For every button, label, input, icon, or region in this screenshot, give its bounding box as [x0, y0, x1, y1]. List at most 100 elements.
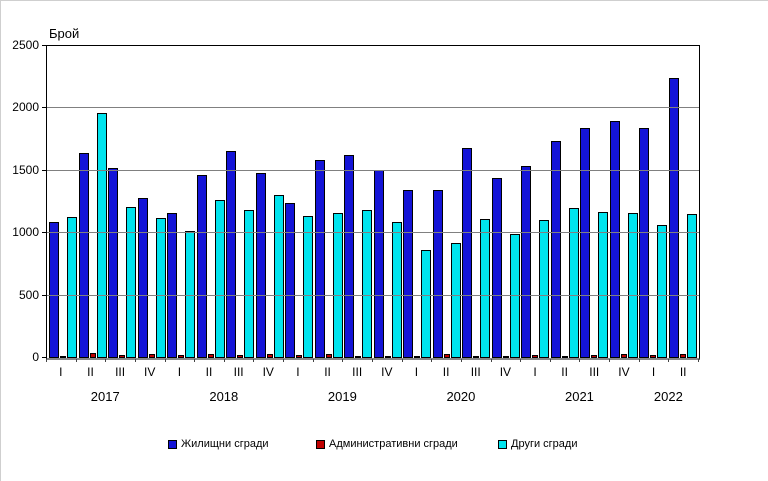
bar-other	[362, 210, 373, 358]
y-axis-tick-mark	[42, 294, 46, 296]
bar-administrative	[473, 355, 480, 358]
x-axis-tick-mark	[342, 359, 344, 362]
x-axis-quarter-label: II	[442, 365, 450, 379]
bar-administrative	[532, 354, 539, 358]
x-axis-tick-mark	[490, 359, 492, 362]
x-axis-tick-mark	[668, 359, 670, 362]
y-axis-tick-label: 0	[32, 350, 39, 364]
bar-group	[226, 46, 255, 358]
x-axis-tick-mark	[609, 359, 611, 362]
legend-item-residential: Жилищни сгради	[168, 438, 269, 450]
x-axis-tick-mark	[638, 359, 640, 362]
x-axis-quarter-label: IV	[262, 365, 274, 379]
bar-other	[598, 211, 609, 358]
legend-swatch-residential	[168, 439, 177, 449]
bar-other	[244, 209, 255, 358]
bar-residential	[314, 160, 325, 358]
bar-residential	[137, 197, 148, 358]
bar-other	[509, 233, 520, 358]
x-axis-year-label: 2021	[564, 389, 594, 404]
bar-residential	[373, 169, 384, 358]
bar-group	[639, 46, 668, 358]
bar-administrative	[591, 354, 598, 358]
bar-residential	[196, 174, 207, 358]
x-axis-tick-mark	[75, 359, 77, 362]
x-axis-quarter-label: I	[533, 365, 537, 379]
bar-administrative	[414, 355, 421, 358]
bar-group	[432, 46, 461, 358]
bar-group	[314, 46, 343, 358]
bar-residential	[255, 173, 266, 358]
bar-group	[167, 46, 196, 358]
x-axis-quarter-label: III	[352, 365, 363, 379]
bar-residential	[403, 190, 414, 358]
x-axis-quarter-label: II	[205, 365, 213, 379]
bar-administrative	[237, 354, 244, 358]
bar-residential	[521, 165, 532, 358]
bar-residential	[491, 178, 502, 358]
x-axis-quarter-label: II	[324, 365, 331, 379]
x-axis-tick-mark	[194, 359, 196, 362]
bar-administrative	[60, 355, 66, 358]
x-axis-tick-mark	[46, 359, 47, 362]
bar-group	[196, 46, 225, 358]
x-axis-tick-mark	[134, 359, 136, 362]
y-axis-title: Брой	[49, 26, 80, 41]
bar-residential	[668, 78, 679, 358]
x-axis-quarter-label: III	[115, 365, 126, 379]
bar-administrative	[266, 354, 273, 358]
x-axis-quarter-label: IV	[144, 365, 156, 379]
bar-other	[539, 220, 550, 358]
x-axis-quarter-label: I	[177, 365, 182, 379]
x-axis-quarter-label: I	[651, 365, 656, 379]
bar-residential	[609, 120, 620, 358]
bar-group	[373, 46, 402, 358]
legend-item-administrative: Административни сгради	[316, 438, 458, 450]
bar-residential	[550, 141, 561, 358]
bar-group	[550, 46, 579, 358]
gridline	[47, 169, 699, 171]
x-axis-tick-mark	[223, 359, 225, 362]
bar-other	[96, 112, 107, 358]
bar-administrative	[119, 354, 126, 358]
bar-other	[450, 243, 461, 358]
bar-group	[403, 46, 432, 358]
bar-other	[627, 212, 638, 358]
x-axis-quarter-label: II	[561, 365, 568, 379]
y-axis-tick-label: 500	[18, 287, 39, 302]
bar-group	[108, 46, 137, 358]
bar-group	[78, 46, 107, 358]
legend-item-other: Други сгради	[498, 438, 577, 450]
bar-group	[668, 46, 697, 358]
legend-label-other: Други сгради	[511, 438, 578, 450]
bar-administrative	[355, 355, 362, 358]
x-axis-year-label: 2019	[327, 389, 357, 404]
bar-group	[580, 46, 609, 358]
bar-other	[686, 214, 697, 358]
x-axis-tick-mark	[401, 359, 403, 362]
x-axis-tick-mark	[283, 359, 285, 362]
x-axis-year-label: 2018	[209, 389, 239, 404]
bar-other	[568, 207, 579, 358]
bar-other	[155, 217, 166, 358]
y-axis-tick-label: 1000	[12, 225, 39, 240]
bar-administrative	[89, 353, 96, 358]
bar-other	[332, 212, 343, 358]
bar-residential	[78, 152, 89, 358]
bar-group	[49, 46, 77, 358]
x-axis-tick-mark	[372, 359, 373, 362]
bar-other	[126, 207, 137, 358]
x-axis-quarter-label: IV	[381, 365, 393, 379]
x-axis-quarter-label: III	[470, 365, 481, 379]
bar-other	[303, 215, 314, 358]
bar-group	[344, 46, 373, 358]
x-axis-tick-mark	[549, 359, 551, 362]
bar-administrative	[443, 354, 450, 358]
bar-administrative	[148, 354, 155, 358]
x-axis-tick-mark	[520, 359, 522, 362]
gridline	[47, 107, 699, 109]
y-axis-tick-label: 2500	[12, 38, 39, 52]
bar-group	[255, 46, 284, 358]
bar-administrative	[650, 354, 657, 358]
